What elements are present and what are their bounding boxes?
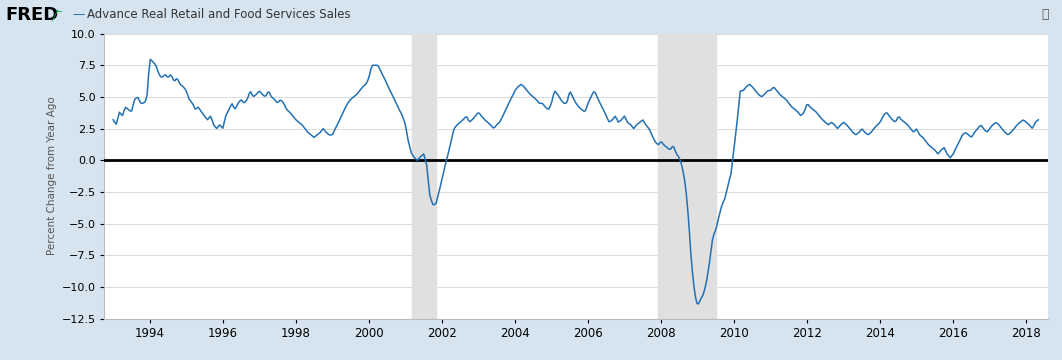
Text: —: — — [72, 9, 85, 22]
Text: FRED: FRED — [5, 6, 58, 24]
Bar — [658, 33, 716, 319]
Text: ⤢: ⤢ — [1042, 9, 1049, 22]
Text: Advance Real Retail and Food Services Sales: Advance Real Retail and Food Services Sa… — [87, 9, 350, 22]
Y-axis label: Percent Change from Year Ago: Percent Change from Year Ago — [48, 97, 57, 256]
Bar — [412, 33, 435, 319]
Text: ╱‾: ╱‾ — [51, 9, 62, 21]
